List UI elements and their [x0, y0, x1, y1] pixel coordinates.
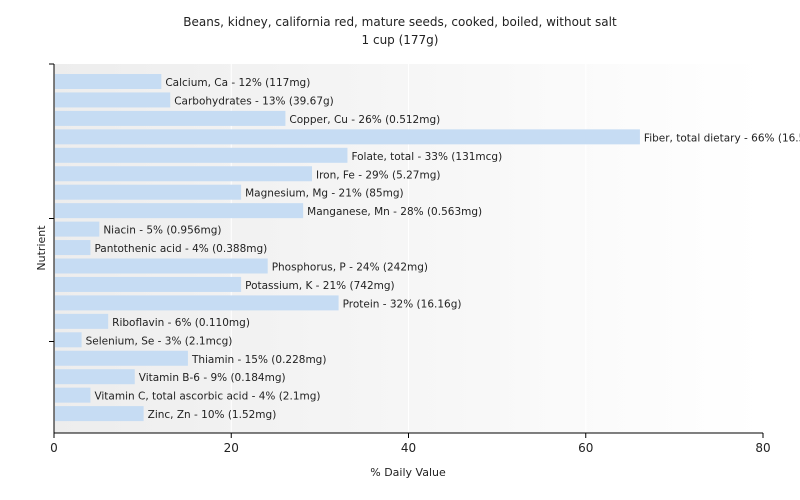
bar [55, 276, 242, 292]
bar [55, 332, 82, 348]
bar-label: Vitamin C, total ascorbic acid - 4% (2.1… [94, 391, 320, 403]
bar-label: Calcium, Ca - 12% (117mg) [165, 77, 310, 89]
x-axis-label: % Daily Value [370, 466, 446, 479]
bar [55, 74, 162, 89]
bar-label: Carbohydrates - 13% (39.67g) [174, 95, 334, 107]
bar-label: Selenium, Se - 3% (2.1mcg) [86, 335, 233, 347]
bar [55, 313, 109, 329]
bar [55, 92, 171, 108]
chart-title: Beans, kidney, california red, mature se… [183, 15, 617, 29]
x-tick-label: 20 [224, 441, 239, 455]
bar-label: Vitamin B-6 - 9% (0.184mg) [139, 372, 286, 384]
x-tick-label: 60 [578, 441, 593, 455]
bar [55, 147, 348, 163]
bar [55, 221, 100, 237]
x-tick-label: 80 [755, 441, 770, 455]
chart-subtitle: 1 cup (177g) [361, 33, 439, 47]
bar-label: Niacin - 5% (0.956mg) [103, 225, 221, 237]
x-tick-label: 0 [50, 441, 58, 455]
bar-label: Phosphorus, P - 24% (242mg) [272, 262, 428, 274]
bar [55, 166, 313, 182]
bar-label: Copper, Cu - 26% (0.512mg) [289, 114, 440, 126]
bar-label: Fiber, total dietary - 66% (16.5g) [644, 132, 800, 144]
bar-label: Thiamin - 15% (0.228mg) [191, 354, 327, 366]
bar [55, 369, 135, 385]
bar-label: Manganese, Mn - 28% (0.563mg) [307, 206, 482, 218]
bar-label: Folate, total - 33% (131mcg) [351, 151, 502, 163]
bar-label: Pantothenic acid - 4% (0.388mg) [94, 243, 267, 255]
bar-label: Iron, Fe - 29% (5.27mg) [316, 169, 440, 181]
bar [55, 184, 242, 200]
bar-label: Zinc, Zn - 10% (1.52mg) [148, 409, 277, 421]
bar [55, 350, 188, 366]
bar-label: Magnesium, Mg - 21% (85mg) [245, 188, 404, 200]
bar [55, 295, 339, 311]
bar-label: Potassium, K - 21% (742mg) [245, 280, 395, 292]
y-axis-label: Nutrient [35, 225, 48, 271]
bar [55, 203, 304, 219]
bar [55, 387, 91, 403]
bar [55, 406, 144, 422]
bar-label: Riboflavin - 6% (0.110mg) [112, 317, 250, 329]
bar-label: Protein - 32% (16.16g) [343, 298, 462, 310]
bar [55, 240, 91, 256]
x-tick-label: 40 [401, 441, 416, 455]
bar [55, 129, 640, 145]
bar [55, 258, 268, 274]
bar [55, 110, 286, 126]
